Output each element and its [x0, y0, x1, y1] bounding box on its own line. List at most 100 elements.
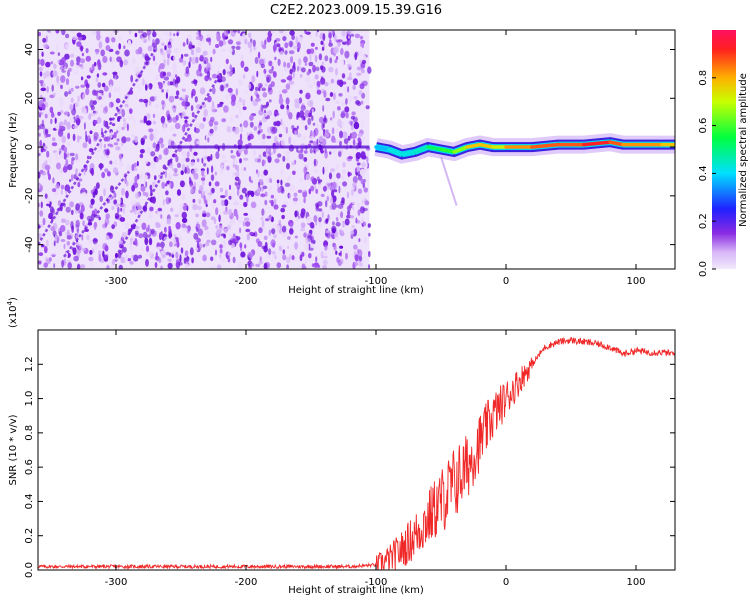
noise-speck	[296, 133, 302, 138]
noise-speck	[244, 90, 250, 94]
noise-speck	[255, 238, 260, 244]
noise-speck	[277, 186, 282, 194]
noise-speck	[291, 161, 295, 166]
noise-speck	[181, 100, 187, 107]
noise-speck	[360, 151, 366, 159]
noise-speck	[202, 213, 207, 218]
noise-speck	[345, 252, 348, 260]
noise-speck	[152, 181, 156, 187]
noise-speck	[113, 72, 116, 79]
colorbar-gradient	[712, 30, 736, 269]
spectrogram-frame	[37, 29, 676, 270]
noise-speck	[58, 97, 64, 101]
noise-speck	[92, 247, 95, 254]
noise-speck	[219, 253, 222, 259]
noise-speck	[286, 162, 290, 170]
noise-speck	[206, 62, 211, 70]
noise-speck	[72, 35, 78, 41]
noise-speck	[39, 80, 44, 84]
noise-speck	[335, 164, 339, 170]
ridge-segment	[374, 145, 391, 152]
noise-speck	[72, 247, 75, 252]
noise-speck	[173, 33, 176, 37]
noise-speck	[229, 64, 232, 71]
noise-speck	[210, 265, 216, 269]
noise-speck	[288, 80, 295, 85]
noise-speck	[337, 204, 344, 209]
noise-speck	[142, 38, 148, 43]
snr-line	[38, 336, 675, 570]
noise-speck	[115, 50, 120, 55]
noise-speck	[98, 254, 102, 262]
noise-speck	[223, 228, 228, 233]
noise-speck	[160, 250, 166, 255]
noise-speck	[332, 110, 335, 119]
noise-speck	[148, 237, 153, 246]
noise-speck	[342, 162, 346, 168]
noise-speck	[64, 184, 71, 192]
noise-speck	[350, 186, 356, 191]
noise-speck	[195, 223, 201, 230]
noise-speck	[347, 171, 350, 178]
noise-speck	[307, 117, 312, 126]
noise-speck	[181, 193, 186, 200]
noise-speck	[214, 181, 220, 187]
noise-speck	[354, 52, 358, 61]
noise-speck	[365, 162, 369, 168]
noise-speck	[154, 175, 157, 181]
noise-speck	[68, 67, 72, 72]
noise-speck	[262, 44, 267, 50]
noise-speck	[109, 117, 113, 121]
noise-speck	[196, 158, 200, 163]
noise-speck	[303, 197, 306, 204]
noise-speck	[258, 260, 263, 265]
noise-speck	[264, 199, 268, 206]
svg-text:(x104): (x104)	[6, 297, 19, 328]
noise-speck	[85, 134, 88, 143]
noise-speck	[50, 118, 53, 124]
noise-speck	[286, 264, 289, 269]
noise-speck	[280, 139, 286, 147]
noise-speck	[58, 99, 64, 108]
noise-speck	[141, 222, 147, 230]
noise-speck	[103, 120, 106, 127]
noise-speck	[264, 39, 267, 46]
noise-speck	[112, 167, 119, 174]
noise-speck	[341, 175, 345, 181]
noise-speck	[357, 209, 361, 216]
noise-speck	[288, 50, 295, 55]
noise-speck	[102, 72, 108, 76]
noise-speck	[239, 158, 242, 164]
noise-speck	[114, 212, 120, 219]
noise-speck	[315, 66, 320, 72]
noise-speck	[262, 151, 267, 157]
noise-speck	[235, 100, 241, 109]
noise-speck	[337, 118, 342, 127]
noise-speck	[263, 262, 268, 269]
noise-speck	[254, 56, 259, 64]
noise-speck	[230, 155, 236, 159]
noise-speck	[167, 52, 171, 59]
noise-speck	[274, 158, 280, 164]
noise-speck	[210, 256, 214, 262]
noise-speck	[240, 33, 243, 37]
noise-speck	[347, 210, 351, 216]
noise-speck	[276, 262, 282, 269]
noise-speck	[120, 256, 125, 261]
noise-speck	[148, 100, 152, 106]
noise-speck	[341, 131, 348, 139]
noise-speck	[185, 263, 189, 268]
noise-speck	[274, 56, 277, 61]
snr-scale-close: )	[8, 297, 19, 301]
snr-xtick-label: -300	[105, 577, 128, 588]
spectrogram-xtick-label: -300	[105, 276, 128, 287]
noise-speck	[62, 62, 68, 70]
noise-speck	[236, 236, 241, 241]
noise-speck	[218, 214, 221, 223]
noise-speck	[52, 70, 58, 77]
noise-speck	[154, 136, 158, 143]
noise-speck	[308, 252, 312, 259]
noise-speck	[198, 30, 202, 38]
noise-speck	[316, 138, 319, 147]
noise-speck	[173, 47, 179, 54]
